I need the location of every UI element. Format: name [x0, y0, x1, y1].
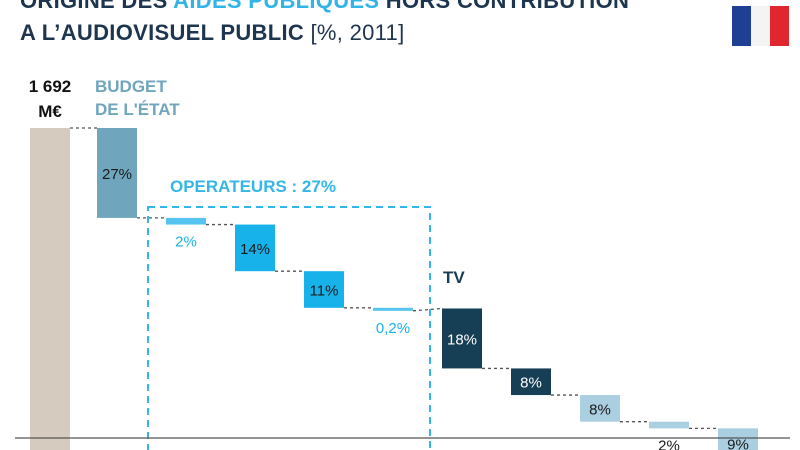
data-label: 8% — [589, 401, 611, 418]
data-label: 14% — [240, 241, 270, 258]
data-label: 8% — [520, 375, 542, 392]
france-flag-icon — [732, 6, 789, 46]
waterfall-bar — [235, 224, 275, 272]
waterfall-bar — [442, 308, 482, 369]
chart-title-line1: ORIGINE DES AIDES PUBLIQUES HORS CONTRIB… — [20, 0, 629, 14]
total-unit-label: M€ — [38, 102, 62, 121]
operators-group-label: OPERATEURS : 27% — [170, 177, 336, 196]
total-bar — [30, 128, 70, 450]
data-label: 18% — [447, 331, 477, 348]
data-label: 2% — [658, 437, 680, 450]
title-line2-text: A L’AUDIOVISUEL PUBLIC — [20, 20, 305, 45]
waterfall-bar — [166, 217, 206, 225]
data-label: 2% — [175, 234, 197, 251]
flag-stripe-blue — [732, 6, 751, 46]
title-part-a: ORIGINE DES — [20, 0, 174, 13]
waterfall-bar — [97, 128, 137, 218]
waterfall-bar — [373, 307, 413, 311]
waterfall-bar — [718, 428, 758, 450]
budget-group-label-line2: DE L'ÉTAT — [95, 100, 180, 119]
waterfall-bar — [511, 368, 551, 396]
waterfall-bar — [580, 395, 620, 422]
flag-stripe-red — [770, 6, 789, 46]
data-label: 9% — [727, 436, 749, 450]
title-part-b: HORS CONTRIBUTION — [379, 0, 630, 13]
tv-group-label: TV — [443, 268, 465, 287]
data-label: 11% — [310, 283, 339, 300]
data-label: 27% — [102, 166, 132, 183]
waterfall-bar — [304, 271, 344, 308]
budget-group-label-line1: BUDGET — [95, 77, 167, 96]
connector-line — [412, 307, 443, 312]
title-unit: [%, 2011] — [304, 20, 405, 45]
total-value-label: 1 692 — [29, 77, 72, 96]
waterfall-bar — [649, 421, 689, 429]
operators-dashed-box — [147, 206, 431, 450]
data-label: 0,2% — [376, 320, 410, 337]
flag-stripe-white — [751, 6, 770, 46]
title-highlight: AIDES PUBLIQUES — [173, 0, 380, 13]
chart-title-line2: A L’AUDIOVISUEL PUBLIC [%, 2011] — [20, 20, 405, 46]
